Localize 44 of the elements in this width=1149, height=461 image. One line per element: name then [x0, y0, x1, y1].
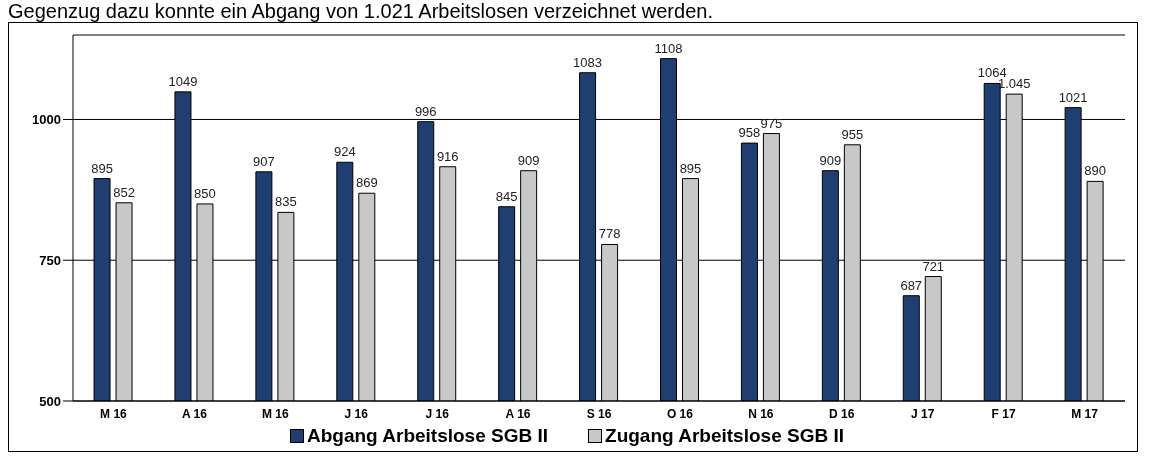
x-tick-label: S 16	[586, 406, 612, 421]
data-label: 924	[333, 144, 356, 160]
y-tick-label: 1000	[32, 112, 61, 128]
data-label: 835	[275, 194, 297, 210]
text: Gegenzug dazu konnte ein Abgang von 1.021 Arbeitslosen verzeichnet werden.	[8, 0, 714, 22]
data-label: 916	[436, 148, 459, 164]
y-tick-label: 500	[39, 393, 61, 409]
data-label: 869	[355, 175, 378, 191]
data-label: 852	[113, 184, 135, 200]
data-label: 975	[760, 115, 783, 131]
data-label: 845	[495, 188, 518, 204]
data-label: 907	[253, 153, 275, 169]
x-tick-label: M 16	[261, 406, 289, 421]
x-tick-label: A 16	[505, 406, 531, 421]
data-label: 687	[900, 277, 923, 293]
data-label: 1083	[573, 54, 603, 70]
data-label: 909	[517, 152, 540, 168]
x-tick-label: D 16	[829, 406, 855, 421]
data-label: 909	[819, 152, 842, 168]
x-tick-label: M 17	[1071, 406, 1099, 421]
data-label: 996	[414, 103, 437, 119]
data-label: 1049	[168, 73, 198, 89]
data-label: 955	[841, 126, 864, 142]
x-tick-label: O 16	[666, 406, 694, 421]
data-label: 895	[91, 160, 113, 176]
data-label: 778	[598, 226, 621, 242]
legend-label: Abgang Arbeitslose SGB II	[306, 425, 549, 447]
x-tick-label: J 16	[344, 406, 369, 421]
data-label: 895	[679, 160, 702, 176]
data-label: 890	[1084, 163, 1106, 179]
data-label: 721	[922, 258, 945, 274]
data-label: 1021	[1058, 89, 1088, 105]
x-tick-label: J 16	[425, 406, 450, 421]
x-tick-label: J 17	[911, 406, 935, 421]
data-label: 958	[738, 125, 761, 141]
y-tick-label: 750	[39, 252, 61, 268]
data-label: 1.045	[997, 76, 1031, 92]
x-tick-label: F 17	[991, 406, 1016, 421]
data-label: 850	[194, 185, 216, 201]
x-tick-label: M 16	[100, 406, 128, 421]
x-tick-label: N 16	[748, 406, 774, 421]
legend-label: Zugang Arbeitslose SGB II	[604, 425, 844, 447]
x-tick-label: A 16	[181, 406, 208, 421]
data-label: 1108	[654, 40, 683, 56]
